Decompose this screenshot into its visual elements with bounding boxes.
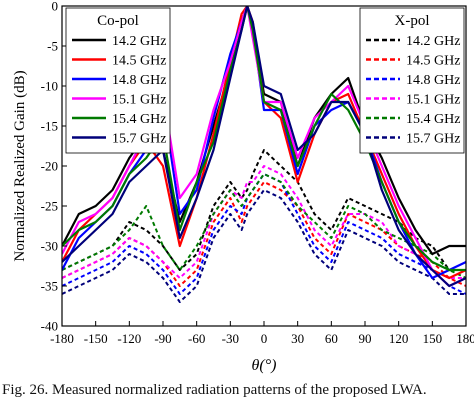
x-tick-label: 60 [325, 331, 338, 346]
x-tick-label: -60 [188, 331, 205, 346]
y-tick-label: -40 [41, 319, 58, 334]
y-tick-label: -35 [41, 279, 58, 294]
x-tick-label: 180 [456, 331, 474, 346]
x-tick-label: 30 [291, 331, 304, 346]
copol-series-line [62, 6, 466, 288]
y-tick-label: -20 [41, 159, 58, 174]
x-tick-label: -180 [50, 331, 74, 346]
x-tick-label: 120 [389, 331, 409, 346]
legend-label: 14.5 GHz [112, 54, 166, 69]
y-axis-label: Normalized Realized Gain (dB) [12, 70, 28, 261]
xpol-series-line [62, 165, 466, 279]
legend-label: 14.5 GHz [406, 54, 460, 69]
legend-label: 14.8 GHz [406, 73, 460, 88]
legend-label: 14.8 GHz [112, 73, 166, 88]
y-tick-label: -30 [41, 239, 58, 254]
xpol-series-line [62, 173, 466, 279]
xpol-series-line [62, 189, 466, 303]
x-tick-label: -120 [117, 331, 141, 346]
x-tick-label: 150 [423, 331, 443, 346]
legend-label: 15.7 GHz [112, 132, 166, 147]
legend-title: X-pol [395, 13, 430, 29]
x-axis-label: θ(°) [252, 357, 277, 374]
legend-title: Co-pol [97, 13, 139, 29]
x-tick-label: -90 [154, 331, 171, 346]
legend-label: 15.4 GHz [406, 112, 460, 127]
x-tick-label: 0 [261, 331, 268, 346]
x-tick-label: -30 [222, 331, 239, 346]
legend-label: 14.2 GHz [406, 34, 460, 49]
y-tick-label: -5 [47, 39, 58, 54]
y-tick-label: -25 [41, 199, 58, 214]
y-tick-label: 0 [52, 0, 59, 14]
copol-series-line [62, 6, 466, 288]
x-tick-label: 90 [359, 331, 372, 346]
xpol-series-line [62, 149, 466, 271]
y-tick-label: -10 [41, 79, 58, 94]
figure-caption: Fig. 26. Measured normalized radiation p… [2, 382, 427, 398]
legend-label: 15.7 GHz [406, 132, 460, 147]
legend-box [359, 7, 465, 154]
copol-series-line [62, 6, 466, 272]
legend-label: 15.1 GHz [406, 93, 460, 108]
legend-label: 15.1 GHz [112, 93, 166, 108]
legend-label: 15.4 GHz [112, 112, 166, 127]
legend-box [65, 7, 171, 154]
legend-label: 14.2 GHz [112, 34, 166, 49]
x-tick-label: -150 [84, 331, 108, 346]
y-tick-label: -15 [41, 119, 58, 134]
